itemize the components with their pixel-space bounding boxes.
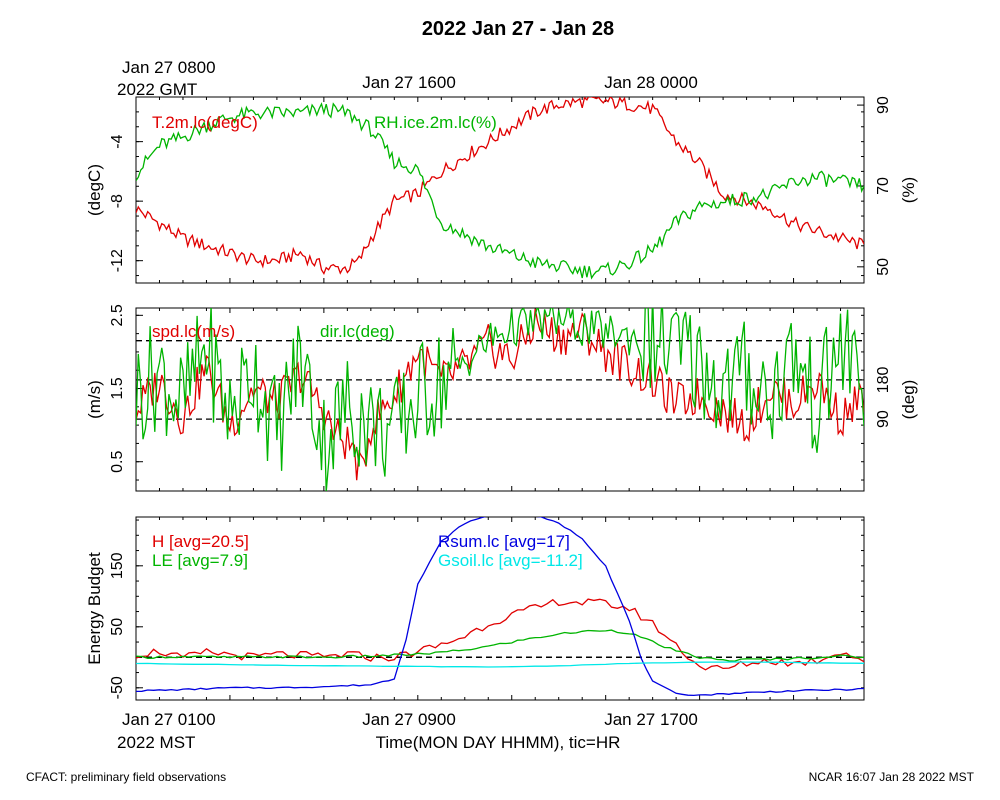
top-axis-label-2: Jan 28 0000 — [604, 73, 698, 92]
series-line-LE — [136, 629, 864, 662]
series-line-Gsoil.lc — [136, 661, 864, 668]
series-line-dir.lc(deg) — [136, 308, 864, 491]
panel-energy-budget: -50 50 150 Energy Budget H [avg=20.5]LE [avg… — [85, 516, 865, 701]
bottom-axis-first-label: Jan 27 0100 — [122, 710, 216, 729]
y-axis-label-right: (deg) — [899, 380, 918, 420]
footer-left: CFACT: preliminary field observations — [26, 770, 226, 784]
y-axis-label-left: Energy Budget — [85, 552, 104, 665]
y-tick-label-left: 0.5 — [109, 451, 126, 473]
chart-title: 2022 Jan 27 - Jan 28 — [422, 18, 614, 40]
y-tick-label-left: -12 — [109, 249, 126, 272]
series-line-H — [136, 598, 864, 671]
bottom-axis-label-2: Jan 27 1700 — [604, 710, 698, 729]
series-line-T.2m.lc(degC) — [136, 97, 864, 276]
footer-right: NCAR 16:07 Jan 28 2022 MST — [809, 770, 975, 784]
plot-frame — [135, 96, 865, 284]
top-axis-first-sublabel: 2022 GMT — [117, 80, 197, 99]
panel-wind: 0.5 1.5 2.5 (m/s) 90 180 (deg) spd.lc(m/s) dir.l… — [85, 304, 918, 492]
y-axis-label-right: (%) — [899, 177, 918, 203]
y-tick-label-right: 90 — [875, 96, 892, 114]
y-axis-label-left: (m/s) — [85, 380, 104, 419]
y-tick-label-right: 50 — [875, 258, 892, 276]
panel-temperature-humidity: -4 -8 -12 (degC) 90 70 50 (%) T.2m.lc(degC) RH.ic… — [85, 96, 918, 284]
bottom-axis-label-1: Jan 27 0900 — [362, 710, 456, 729]
y-tick-label-right: 180 — [875, 366, 892, 393]
legend-label: T.2m.lc(degC) — [152, 113, 258, 132]
y-tick-label-left: 150 — [109, 552, 126, 579]
y-tick-label-right: 70 — [875, 177, 892, 195]
bottom-axis-first-sublabel: 2022 MST — [117, 733, 195, 752]
x-axis-title: Time(MON DAY HHMM), tic=HR — [376, 733, 621, 752]
y-tick-label-left: 1.5 — [109, 377, 126, 399]
plot-frame — [135, 516, 865, 701]
series-line-RH.ice.2m.lc(%) — [136, 102, 864, 280]
top-axis-label-1: Jan 27 1600 — [362, 73, 456, 92]
y-tick-label-left: 50 — [109, 618, 126, 636]
legend-label: spd.lc(m/s) — [152, 322, 235, 341]
top-axis-first-label: Jan 27 0800 — [122, 58, 216, 77]
legend-label: RH.ice.2m.lc(%) — [374, 113, 497, 132]
y-tick-label-left: -50 — [109, 676, 126, 699]
legend-label: Gsoil.lc [avg=-11.2] — [438, 551, 583, 570]
legend-label: LE [avg=7.9] — [152, 551, 248, 570]
plot-frame — [135, 307, 865, 492]
legend-label: H [avg=20.5] — [152, 532, 249, 551]
series-line-Rsum.lc — [136, 517, 864, 697]
y-tick-label-right: 90 — [875, 410, 892, 428]
y-tick-label-left: -8 — [109, 194, 126, 208]
y-tick-label-left: -4 — [109, 134, 126, 148]
legend-label: dir.lc(deg) — [320, 322, 395, 341]
y-axis-label-left: (degC) — [85, 164, 104, 216]
y-tick-label-left: 2.5 — [109, 304, 126, 326]
legend-label: Rsum.lc [avg=17] — [438, 532, 570, 551]
